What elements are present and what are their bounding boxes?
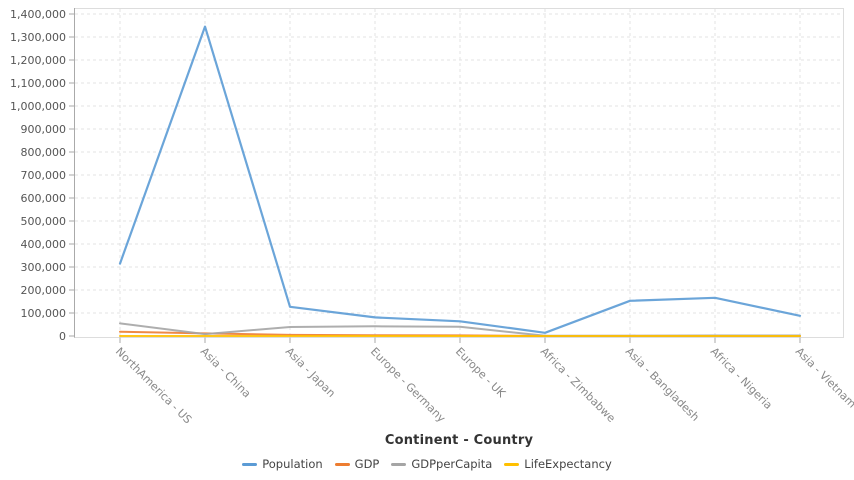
legend: Population GDP GDPperCapita LifeExpectan… xyxy=(0,457,854,471)
plot-border xyxy=(74,8,844,338)
y-tick-label: 600,000 xyxy=(21,192,67,205)
x-tick-label: Asia - Japan xyxy=(283,345,338,400)
legend-item-population[interactable]: Population xyxy=(242,457,323,471)
y-tick-label: 1,300,000 xyxy=(10,31,66,44)
y-tick-label: 1,400,000 xyxy=(10,8,66,21)
y-tick-label: 1,000,000 xyxy=(10,100,66,113)
x-tick-label: NorthAmerica - US xyxy=(113,345,194,426)
legend-item-gdppercapita[interactable]: GDPperCapita xyxy=(391,457,492,471)
x-tick-label: Africa - Nigeria xyxy=(708,345,775,412)
legend-label-lifeexpectancy: LifeExpectancy xyxy=(524,457,612,471)
legend-item-gdp[interactable]: GDP xyxy=(334,457,380,471)
legend-marker-gdp-icon xyxy=(334,462,350,466)
y-tick-label: 500,000 xyxy=(21,215,67,228)
y-tick-label: 800,000 xyxy=(21,146,67,159)
y-tick-label: 1,200,000 xyxy=(10,54,66,67)
x-axis-title: Continent - Country xyxy=(384,433,534,448)
legend-label-population: Population xyxy=(262,457,323,471)
y-tick-label: 700,000 xyxy=(21,169,67,182)
x-tick-label: Africa - Zimbabwe xyxy=(538,345,618,425)
y-tick-label: 0 xyxy=(59,330,66,343)
legend-label-gdp: GDP xyxy=(354,457,380,471)
y-tick-label: 900,000 xyxy=(21,123,67,136)
x-tick-label: Europe - UK xyxy=(453,345,509,401)
series-line-population xyxy=(118,25,802,334)
legend-marker-lifeexpectancy-icon xyxy=(504,462,520,466)
x-tick-label: Asia - Vietnam xyxy=(793,345,854,411)
x-tick-label: Asia - Bangladesh xyxy=(623,345,702,424)
legend-marker-gdppercapita-icon xyxy=(391,462,407,466)
legend-item-lifeexpectancy[interactable]: LifeExpectancy xyxy=(504,457,612,471)
y-tick-label: 300,000 xyxy=(21,261,67,274)
legend-label-gdppercapita: GDPperCapita xyxy=(411,457,493,471)
legend-marker-population-icon xyxy=(242,462,258,466)
y-tick-label: 100,000 xyxy=(21,307,67,320)
x-tick-label: Asia - China xyxy=(198,345,253,400)
x-tick-label: Europe - Germany xyxy=(368,345,448,425)
y-tick-label: 200,000 xyxy=(21,284,67,297)
y-tick-label: 400,000 xyxy=(21,238,67,251)
y-tick-label: 1,100,000 xyxy=(10,77,66,90)
